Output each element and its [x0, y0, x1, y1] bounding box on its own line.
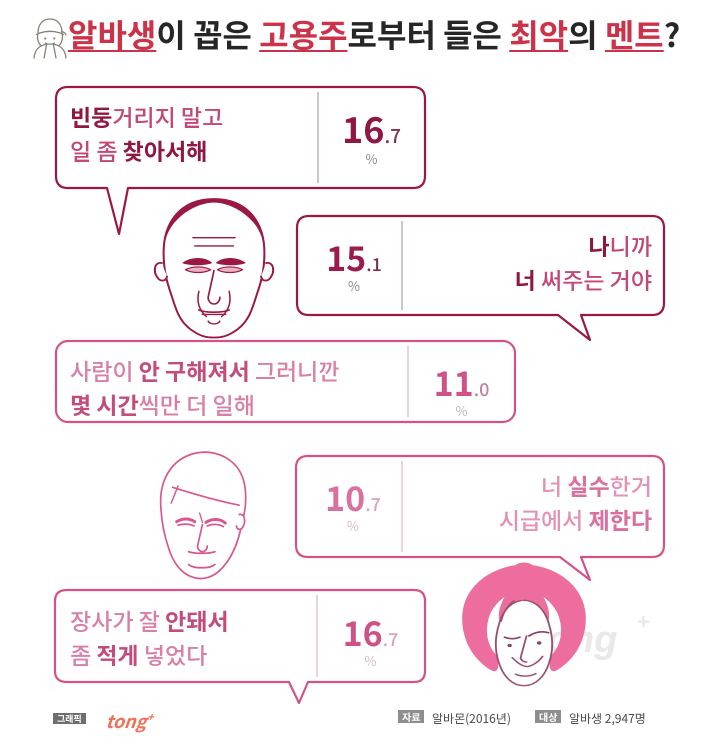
svg-text:+: + — [637, 605, 650, 637]
